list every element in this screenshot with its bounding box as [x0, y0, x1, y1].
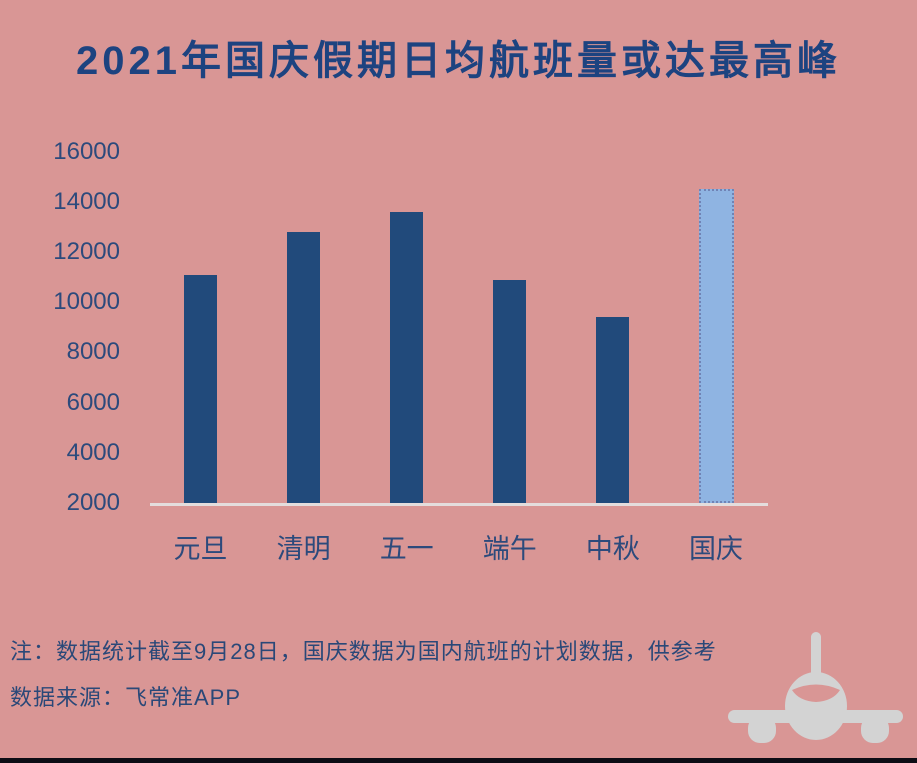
y-tick-label: 14000: [53, 187, 120, 215]
y-axis: 16000 14000 12000 10000 8000 6000 4000 2000: [30, 0, 120, 763]
x-axis-label: 元旦: [173, 534, 228, 564]
bar: [596, 317, 630, 503]
y-tick-label: 12000: [53, 238, 120, 265]
airplane-front-icon: [728, 632, 903, 743]
x-axis-label: 中秋: [585, 534, 640, 564]
y-tick-label: 8000: [66, 338, 120, 366]
x-axis-label: 五一: [379, 534, 434, 564]
bar-highlight: [698, 189, 734, 503]
bottom-border-strip: [0, 758, 917, 763]
x-axis-line: [150, 503, 768, 506]
y-tick-label: 4000: [66, 438, 120, 466]
chart-title: 2021年国庆假期日均航班量或达最高峰: [76, 39, 841, 83]
bar: [493, 279, 527, 503]
x-axis-label: 清明: [276, 534, 331, 564]
bar: [390, 211, 424, 503]
bar: [184, 274, 217, 503]
y-tick-label: 10000: [53, 288, 120, 316]
data-source-text: 数据来源：飞常准APP: [10, 685, 242, 710]
x-axis-label: 端午: [482, 534, 537, 564]
bar: [287, 231, 321, 503]
y-tick-label: 16000: [53, 137, 120, 165]
note-text: 注：数据统计截至9月28日，国庆数据为国内航班的计划数据，供参考: [10, 639, 717, 664]
x-axis-label: 国庆: [689, 534, 743, 564]
y-tick-label: 2000: [66, 489, 120, 516]
y-tick-label: 6000: [66, 388, 120, 416]
